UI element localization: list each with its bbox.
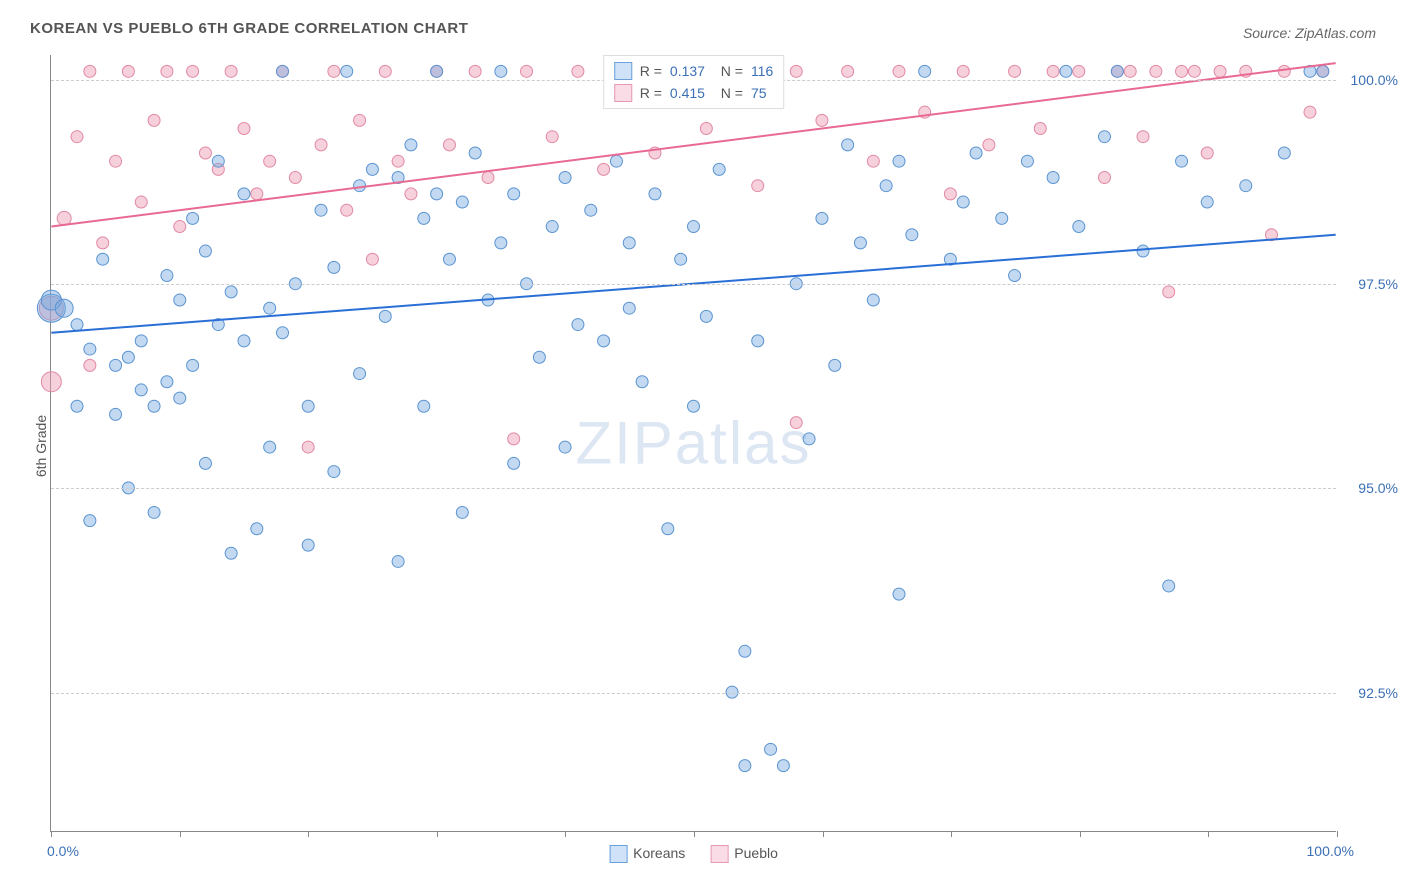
swatch-koreans-icon <box>609 845 627 863</box>
swatch-pueblo-icon <box>710 845 728 863</box>
plot-area: ZIPatlas R =0.137 N =116 R =0.415 N =75 … <box>50 55 1336 832</box>
y-tick-label: 97.5% <box>1358 276 1398 292</box>
stats-row-koreans: R =0.137 N =116 <box>614 60 774 82</box>
swatch-koreans <box>614 62 632 80</box>
x-min-label: 0.0% <box>47 843 79 859</box>
stats-legend: R =0.137 N =116 R =0.415 N =75 <box>603 55 785 109</box>
stats-row-pueblo: R =0.415 N =75 <box>614 82 774 104</box>
y-axis-label: 6th Grade <box>33 415 49 477</box>
source-label: Source: ZipAtlas.com <box>1243 25 1376 41</box>
legend-item-pueblo: Pueblo <box>710 845 778 863</box>
bottom-legend: Koreans Pueblo <box>609 845 778 863</box>
chart-title: KOREAN VS PUEBLO 6TH GRADE CORRELATION C… <box>30 20 468 37</box>
legend-item-koreans: Koreans <box>609 845 685 863</box>
y-tick-label: 100.0% <box>1351 72 1398 88</box>
y-tick-label: 95.0% <box>1358 480 1398 496</box>
swatch-pueblo <box>614 84 632 102</box>
chart-svg <box>51 55 1336 831</box>
x-max-label: 100.0% <box>1307 843 1354 859</box>
y-tick-label: 92.5% <box>1358 685 1398 701</box>
